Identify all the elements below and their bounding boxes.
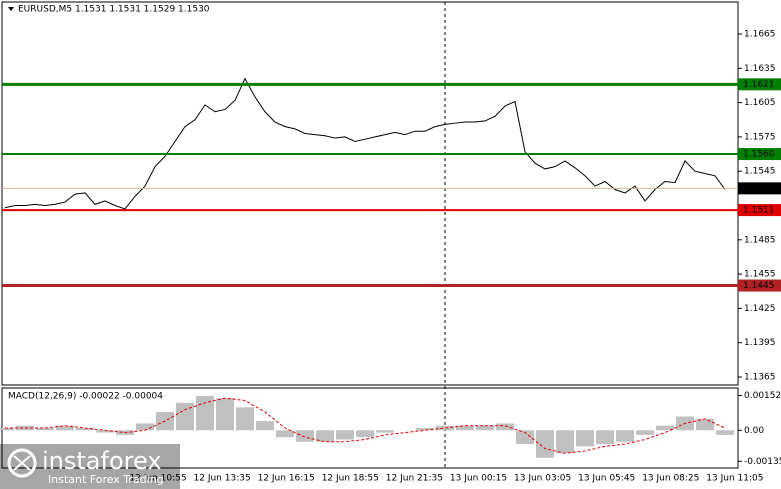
macd-bar: [256, 421, 274, 431]
macd-title: MACD(12,26,9) -0.00022 -0.00004: [8, 392, 163, 402]
macd-bar: [76, 428, 94, 431]
watermark: instaforex Instant Forex Trading: [0, 444, 180, 489]
macd-bar: [656, 425, 674, 431]
macd-bar: [596, 430, 614, 445]
x-tick-label: 12 Jun 13:35: [194, 474, 251, 484]
level-box: [738, 182, 781, 195]
y-tick-label: 1.1665: [744, 30, 776, 40]
y-tick-label: 1.1575: [744, 132, 776, 142]
x-tick-label: 13 Jun 08:25: [642, 474, 699, 484]
macd-bar: [456, 425, 474, 431]
macd-bar: [576, 430, 594, 447]
macd-bar: [416, 428, 434, 431]
y-tick-label: 1.1545: [744, 167, 776, 177]
macd-bar: [196, 395, 214, 431]
macd-bar: [136, 423, 154, 431]
x-tick-label: 13 Jun 00:15: [450, 474, 507, 484]
macd-bar: [296, 430, 314, 442]
macd-bar: [436, 425, 454, 431]
level-box: [738, 204, 781, 217]
x-tick-label: 13 Jun 11:05: [706, 474, 763, 484]
y-tick-label: 1.1425: [744, 304, 776, 314]
y-tick-label: 1.1395: [744, 338, 776, 348]
macd-bar: [556, 430, 574, 454]
macd-bar: [96, 430, 114, 433]
macd-bar: [316, 430, 334, 442]
macd-bar: [236, 407, 254, 431]
macd-bar: [716, 430, 734, 435]
macd-bar: [36, 428, 54, 431]
logo-icon: [7, 448, 37, 478]
y-tick-label: -0.00135: [744, 457, 781, 467]
level-label: 1.1445: [743, 281, 775, 291]
brand: instaforex: [42, 447, 162, 475]
macd-bar: [336, 430, 354, 440]
level-label: 1.1511: [743, 206, 775, 216]
x-tick-label: 13 Jun 03:05: [514, 474, 571, 484]
macd-bar: [216, 398, 234, 431]
tagline: Instant Forex Trading: [48, 473, 164, 486]
price-panel: [1, 1, 739, 386]
x-tick-label: 12 Jun 16:15: [258, 474, 315, 484]
y-tick-label: 0.00: [744, 426, 764, 436]
y-tick-label: 1.1605: [744, 98, 776, 108]
macd-bar: [636, 430, 654, 435]
macd-bar: [356, 430, 374, 438]
y-tick-label: 1.1635: [744, 64, 776, 74]
menu-arrow: [8, 7, 14, 11]
macd-bar: [276, 430, 294, 438]
macd-bar: [536, 430, 554, 458]
macd-bar: [0, 428, 14, 431]
signal-line: [5, 397, 726, 454]
level-box: [738, 279, 781, 292]
macd-bar: [56, 425, 74, 431]
macd-bar: [696, 418, 714, 431]
macd-bar: [616, 430, 634, 442]
x-tick-label: 12 Jun 18:55: [322, 474, 379, 484]
macd-bar: [376, 430, 394, 433]
chart-title: EURUSD,M5 1.1531 1.1531 1.1529 1.1530: [18, 5, 210, 15]
level-label: 1.1530: [743, 184, 775, 194]
y-tick-label: 1.1365: [744, 372, 776, 382]
level-box: [738, 148, 781, 161]
x-tick-label: 12 Jun 10:55: [129, 474, 186, 484]
x-tick-label: 12 Jun 21:35: [386, 474, 443, 484]
price-line: [4, 77, 726, 210]
level-label: 1.1560: [743, 150, 775, 160]
level-box: [738, 78, 781, 91]
y-tick-label: 1.1485: [744, 235, 776, 245]
macd-bar: [516, 430, 534, 445]
y-tick-label: 1.1455: [744, 270, 776, 280]
level-label: 1.1621: [743, 80, 775, 90]
macd-bar: [176, 402, 194, 431]
macd-bar: [476, 425, 494, 431]
y-tick-label: 0.00152: [744, 391, 781, 401]
macd-bar: [496, 423, 514, 431]
logo-mark: [13, 455, 31, 471]
x-tick-label: 13 Jun 05:45: [578, 474, 635, 484]
macd-panel: [1, 387, 739, 469]
